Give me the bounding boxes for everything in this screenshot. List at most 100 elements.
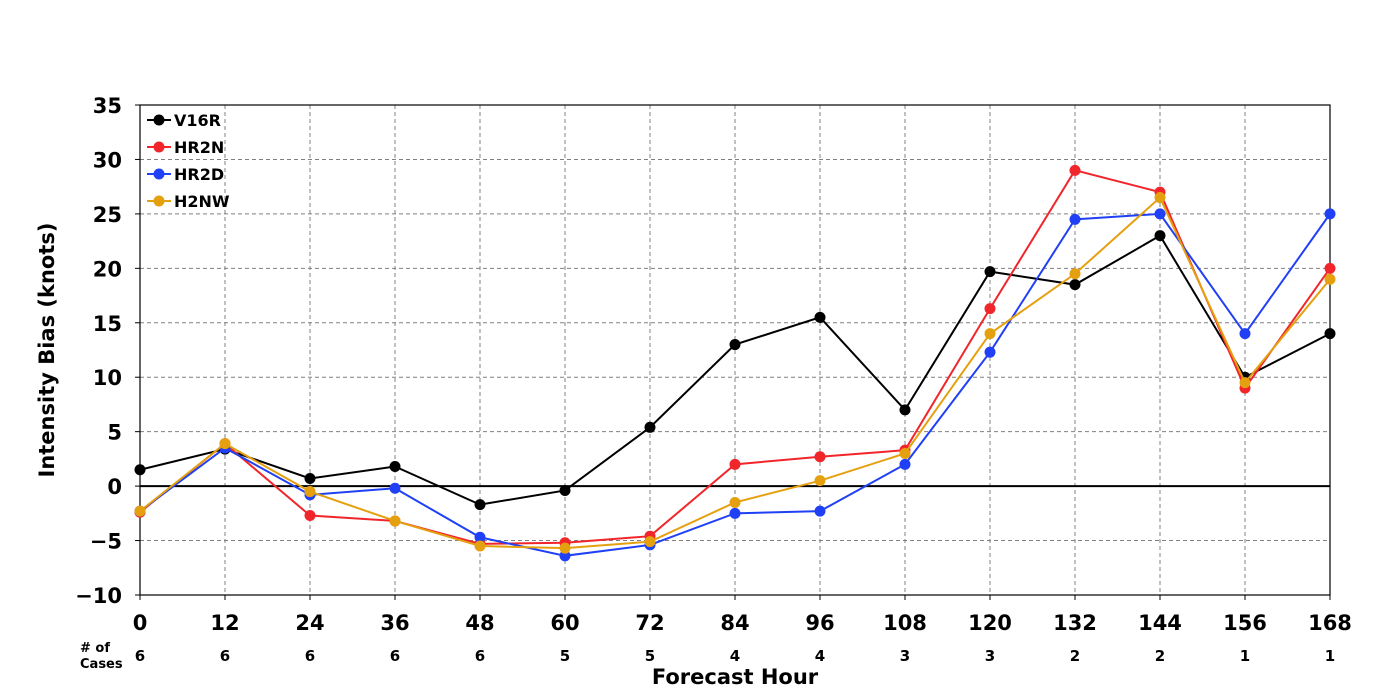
data-point <box>729 458 741 470</box>
y-tick-label: 5 <box>107 421 122 445</box>
data-point <box>814 505 826 517</box>
legend-swatch-marker <box>153 114 165 126</box>
x-tick-label: 72 <box>635 611 664 635</box>
y-tick-label: −5 <box>90 530 122 554</box>
data-point <box>389 461 401 473</box>
data-point <box>1324 328 1336 340</box>
data-point <box>1069 268 1081 280</box>
data-point <box>1154 192 1166 204</box>
x-tick-label: 0 <box>133 611 148 635</box>
x-tick-label: 156 <box>1223 611 1267 635</box>
cases-label-line1: # of <box>80 641 110 656</box>
y-tick-label: 25 <box>93 203 122 227</box>
y-tick-label: −10 <box>75 584 122 608</box>
case-count-label: 6 <box>305 647 315 665</box>
legend-entry-h2nw: H2NW <box>147 192 230 211</box>
data-point <box>219 438 231 450</box>
case-count-label: 5 <box>645 647 655 665</box>
case-count-label: 4 <box>730 647 740 665</box>
y-tick-label: 0 <box>107 475 122 499</box>
x-tick-label: 60 <box>550 611 579 635</box>
legend-label: HR2N <box>174 138 224 157</box>
data-point <box>134 505 146 517</box>
data-point <box>729 339 741 351</box>
data-point <box>304 510 316 522</box>
x-tick-label: 120 <box>968 611 1012 635</box>
y-tick-label: 30 <box>93 148 122 172</box>
data-point <box>899 447 911 459</box>
data-point <box>559 484 571 496</box>
data-point <box>729 507 741 519</box>
data-point <box>984 266 996 278</box>
y-tick-label: 20 <box>93 257 122 281</box>
x-tick-label: 48 <box>465 611 494 635</box>
legend-swatch-marker <box>153 195 165 207</box>
axis-ticks: −10−505101520253035061262463664866057258… <box>75 94 1352 665</box>
data-point <box>474 499 486 511</box>
x-tick-label: 144 <box>1138 611 1182 635</box>
legend-label: HR2D <box>174 165 224 184</box>
data-point <box>644 421 656 433</box>
data-point <box>559 550 571 562</box>
case-count-label: 1 <box>1240 647 1250 665</box>
data-point <box>1324 273 1336 285</box>
data-point <box>1324 262 1336 274</box>
x-tick-label: 24 <box>295 611 324 635</box>
data-point <box>814 451 826 463</box>
legend-entry-hr2d: HR2D <box>147 165 224 184</box>
data-point <box>559 542 571 554</box>
data-point <box>389 515 401 527</box>
legend-label: H2NW <box>174 192 230 211</box>
case-count-label: 6 <box>475 647 485 665</box>
data-point <box>814 475 826 487</box>
data-point <box>1154 208 1166 220</box>
legend-swatch-marker <box>153 168 165 180</box>
x-tick-label: 132 <box>1053 611 1097 635</box>
x-tick-label: 168 <box>1308 611 1352 635</box>
case-count-label: 6 <box>135 647 145 665</box>
data-point <box>474 531 486 543</box>
data-point <box>1324 208 1336 220</box>
data-point <box>389 482 401 494</box>
data-point <box>304 486 316 498</box>
case-count-label: 5 <box>560 647 570 665</box>
data-point <box>729 496 741 508</box>
case-count-label: 1 <box>1325 647 1335 665</box>
case-count-label: 4 <box>815 647 825 665</box>
case-count-label: 2 <box>1070 647 1080 665</box>
y-tick-label: 35 <box>93 94 122 118</box>
data-point <box>134 464 146 476</box>
legend-entry-v16r: V16R <box>147 111 221 130</box>
x-tick-label: 12 <box>210 611 239 635</box>
data-point <box>1069 279 1081 291</box>
data-point <box>1239 377 1251 389</box>
cases-label-line2: Cases <box>80 657 123 672</box>
data-point <box>1069 213 1081 225</box>
series-h2nw <box>134 192 1336 554</box>
data-point <box>1069 164 1081 176</box>
legend-label: V16R <box>174 111 221 130</box>
x-tick-label: 84 <box>720 611 749 635</box>
x-tick-label: 96 <box>805 611 834 635</box>
y-tick-label: 15 <box>93 312 122 336</box>
data-point <box>474 540 486 552</box>
case-count-label: 2 <box>1155 647 1165 665</box>
data-point <box>644 536 656 548</box>
series-lines <box>134 164 1336 562</box>
data-point <box>984 303 996 315</box>
data-point <box>814 311 826 323</box>
data-point <box>984 328 996 340</box>
x-tick-label: 36 <box>380 611 409 635</box>
legend-entry-hr2n: HR2N <box>147 138 224 157</box>
x-axis-title: Forecast Hour <box>652 665 819 689</box>
case-count-label: 6 <box>220 647 230 665</box>
series-hr2n <box>134 164 1336 550</box>
data-point <box>304 472 316 484</box>
case-count-label: 6 <box>390 647 400 665</box>
case-count-label: 3 <box>985 647 995 665</box>
y-tick-label: 10 <box>93 366 122 390</box>
data-point <box>899 404 911 416</box>
case-count-label: 3 <box>900 647 910 665</box>
